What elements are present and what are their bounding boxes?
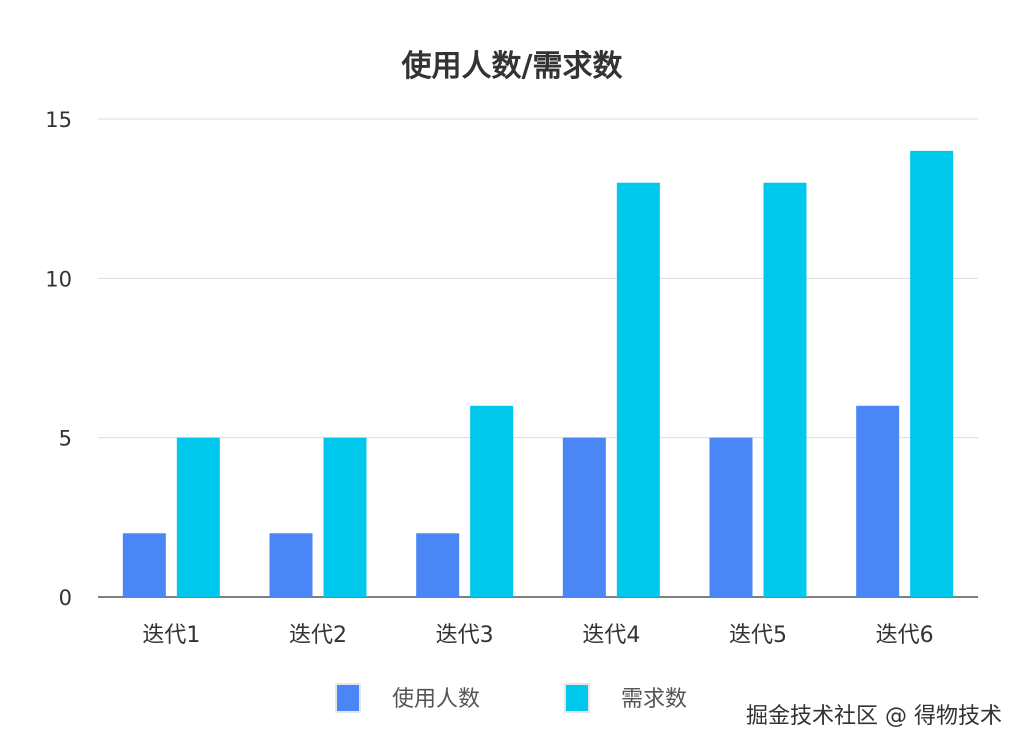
watermark: 掘金技术社区 @ 得物技术: [746, 704, 1002, 729]
y-tick-label: 5: [59, 427, 72, 451]
legend-label: 使用人数: [392, 687, 480, 712]
x-tick-label: 迭代2: [289, 623, 347, 648]
bar-users: [856, 405, 900, 597]
bar-demands: [470, 405, 514, 597]
x-tick-label: 迭代3: [436, 623, 494, 648]
bar-demands: [910, 150, 954, 597]
bar-users: [562, 437, 606, 597]
x-tick-label: 迭代4: [582, 623, 640, 648]
legend-swatch: [564, 683, 590, 713]
bar-users: [269, 533, 313, 597]
bar-demands: [616, 182, 660, 597]
bar-demands: [176, 437, 220, 597]
bar-users: [416, 533, 460, 597]
x-tick-label: 迭代1: [142, 623, 200, 648]
bar-users: [709, 437, 753, 597]
legend-label: 需求数: [621, 687, 687, 712]
bar-users: [122, 533, 166, 597]
bar-demands: [763, 182, 807, 597]
y-tick-label: 15: [45, 108, 72, 132]
bar-demands: [323, 437, 367, 597]
legend-swatch: [335, 683, 361, 713]
y-tick-label: 10: [45, 267, 72, 291]
y-tick-label: 0: [59, 586, 72, 610]
x-tick-label: 迭代6: [876, 623, 934, 648]
x-tick-label: 迭代5: [729, 623, 787, 648]
chart-title: 使用人数/需求数: [401, 49, 624, 84]
